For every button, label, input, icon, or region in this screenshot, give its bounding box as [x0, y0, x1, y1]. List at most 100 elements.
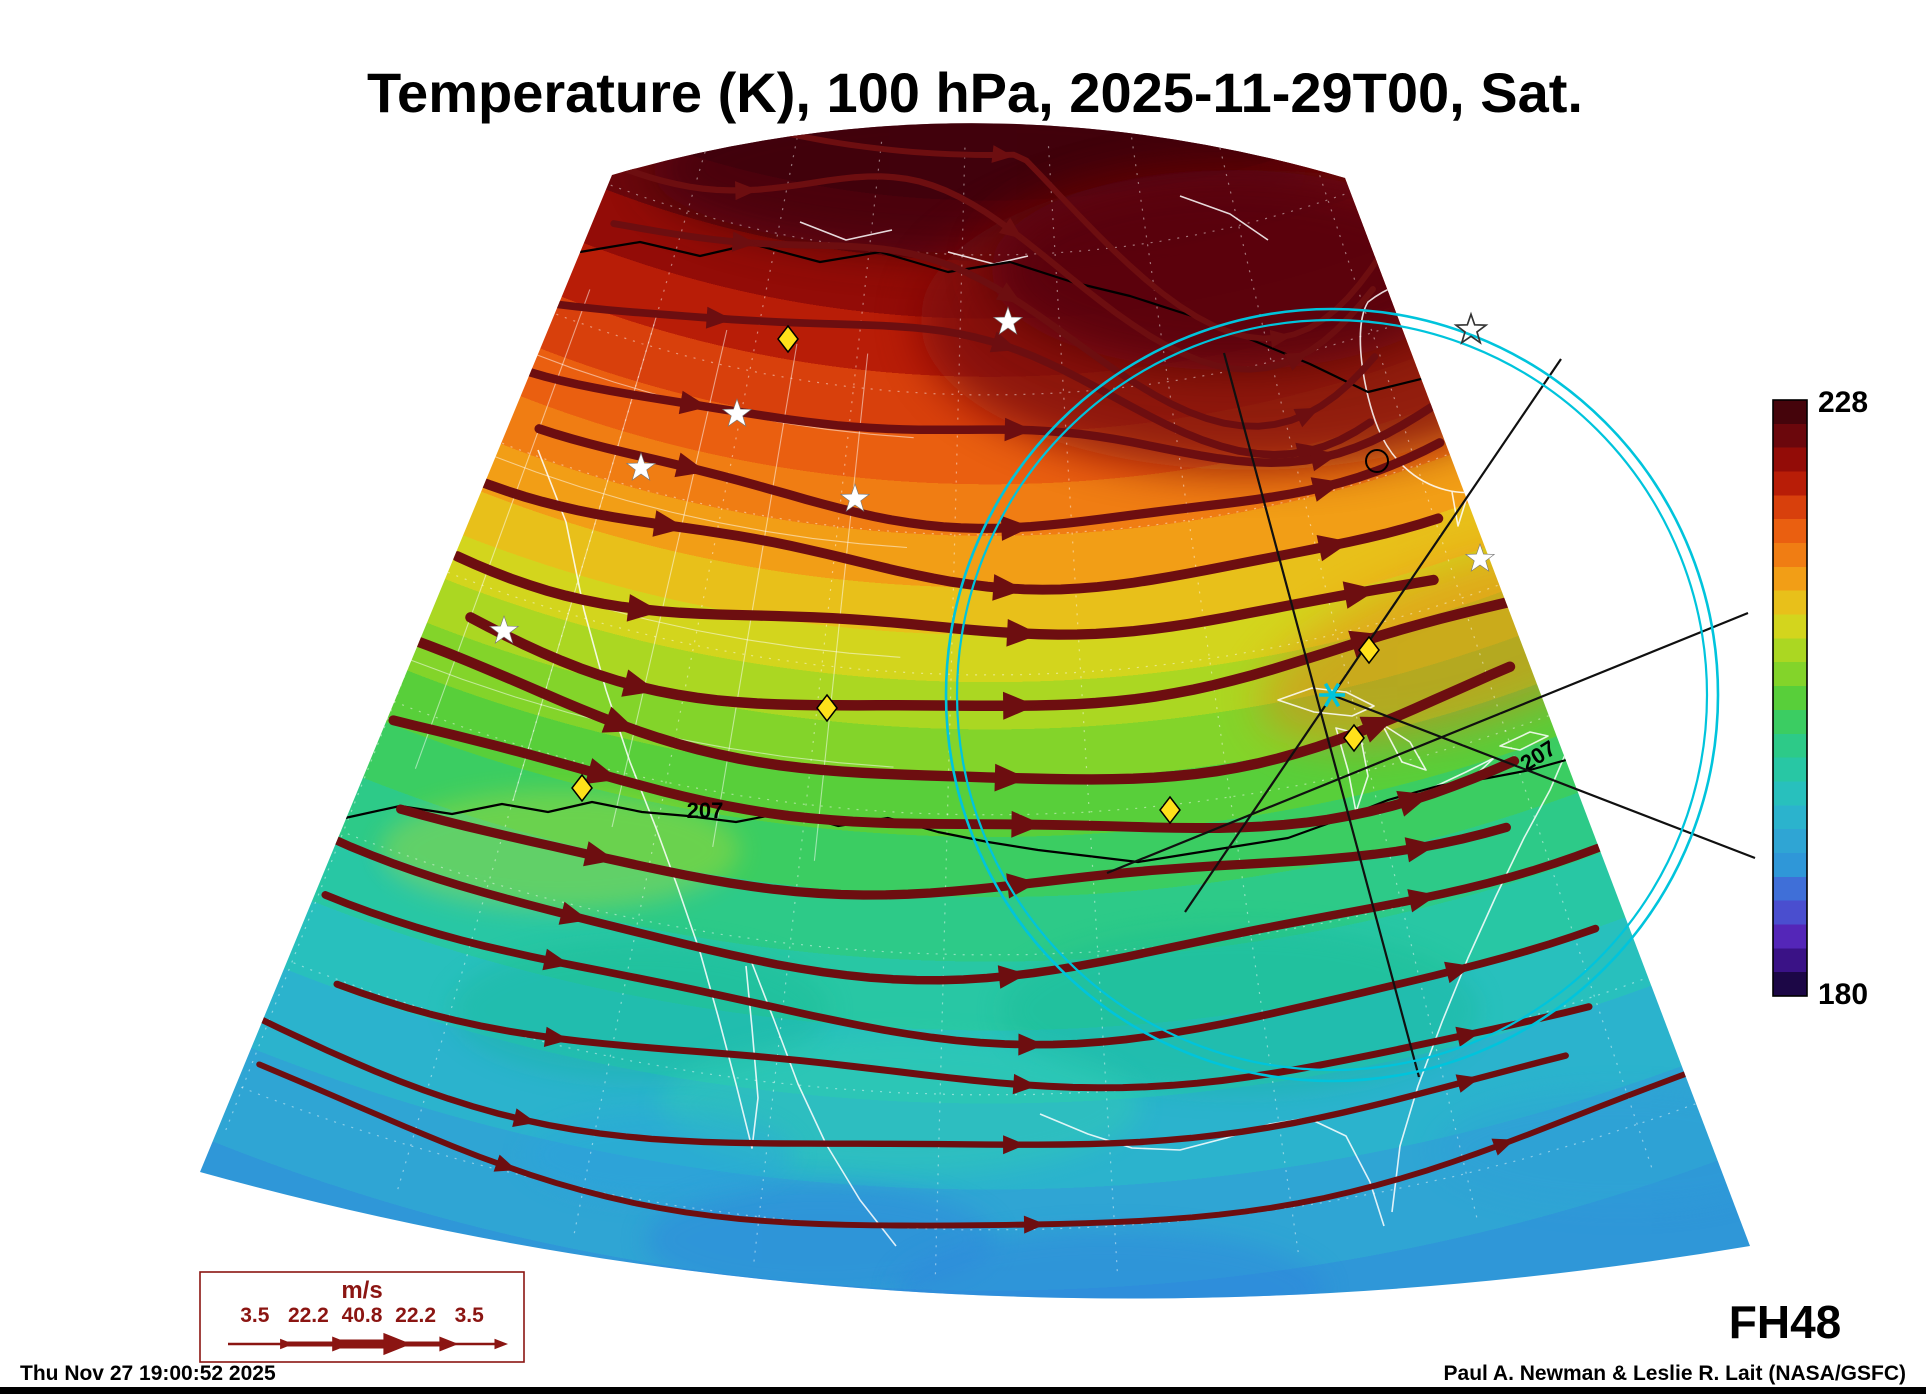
- streamline-arrowhead: [601, 706, 638, 733]
- streamline-arrowhead: [1455, 1026, 1482, 1047]
- wind-legend-arrowhead: [494, 1338, 508, 1350]
- yellow-diamond-marker: [777, 324, 799, 354]
- white-star-marker: [1464, 543, 1496, 572]
- colorbar-min-label: 180: [1818, 978, 1868, 1011]
- streamline: [451, 466, 1444, 595]
- wind-legend: m/s 3.5 22.2 40.8 22.2 3.5: [199, 1271, 525, 1363]
- wind-legend-value: 3.5: [455, 1304, 485, 1327]
- white-star-marker: [488, 615, 520, 644]
- streamline-arrowhead: [992, 574, 1025, 601]
- streamline-arrowhead: [1342, 581, 1378, 609]
- streamline-arrowhead: [1011, 810, 1044, 838]
- streamline-arrowhead: [1316, 535, 1351, 562]
- outline-circle-marker: [1365, 449, 1389, 473]
- streamline: [452, 551, 1439, 640]
- streamline: [321, 891, 1600, 1049]
- streamline-arrowhead: [674, 452, 707, 478]
- streamline-arrowhead: [1023, 1215, 1046, 1234]
- streamline-arrowhead: [1359, 716, 1396, 743]
- streamline-arrowhead: [731, 231, 757, 252]
- streamline-arrowhead: [735, 181, 758, 201]
- streamline-arrowhead: [583, 841, 616, 867]
- state-border-line: [491, 454, 908, 549]
- timestamp: Thu Nov 27 19:00:52 2025: [20, 1362, 276, 1385]
- credit: Paul A. Newman & Leslie R. Lait (NASA/GS…: [1444, 1362, 1906, 1385]
- st-lawrence-outline: [1547, 519, 1627, 601]
- ground-track-line: [1184, 358, 1562, 913]
- streamline: [384, 626, 1516, 785]
- bottom-rule: [0, 1387, 1926, 1394]
- streamline-arrowhead: [1404, 837, 1437, 863]
- streamline-arrowhead: [626, 594, 661, 622]
- streamline-arrowhead: [1003, 691, 1037, 720]
- wind-legend-value: 40.8: [342, 1304, 383, 1327]
- streamline-arrowhead: [1293, 407, 1320, 428]
- ground-track-line: [1222, 352, 1421, 1078]
- streamline: [333, 980, 1593, 1092]
- state-border-line: [414, 289, 591, 769]
- streamline-arrowhead: [678, 390, 709, 415]
- streamline-arrowhead: [1006, 619, 1040, 647]
- streamline-arrowhead: [1000, 515, 1032, 541]
- streamline-arrowhead: [652, 510, 686, 537]
- graticule-parallel: [577, 171, 1372, 256]
- streamline-arrowhead: [1269, 329, 1292, 348]
- range-ring-inner: [955, 318, 1709, 1072]
- streamline-arrowhead: [995, 282, 1022, 304]
- streamline-arrowhead: [512, 1108, 537, 1127]
- streamline-arrowhead: [1310, 477, 1343, 502]
- streamline-arrowhead: [705, 306, 733, 329]
- yellow-diamond-marker: [571, 773, 593, 803]
- streamline-arrowhead: [543, 1026, 570, 1047]
- contour-value-label: 207: [687, 798, 724, 823]
- outline-star-marker: [1453, 311, 1489, 345]
- streamline-arrowhead: [1407, 889, 1438, 913]
- wind-legend-value: 22.2: [395, 1304, 436, 1327]
- wind-legend-values: 3.5 22.2 40.8 22.2 3.5: [228, 1304, 508, 1356]
- graticule-parallel: [305, 816, 1623, 956]
- plot-title: Temperature (K), 100 hPa, 2025-11-29T00,…: [367, 61, 1583, 124]
- streamline-arrowhead: [558, 901, 589, 925]
- streamline-arrowhead: [1003, 1135, 1026, 1155]
- streamline-arrowhead: [994, 763, 1028, 792]
- wind-streamlines: [230, 123, 1703, 1234]
- contour-207: [344, 758, 1567, 864]
- streamline-arrowhead: [542, 948, 571, 971]
- graticule-parallel: [414, 558, 1523, 676]
- yellow-diamond-marker: [1159, 795, 1181, 825]
- streamline-arrowhead: [1396, 790, 1431, 817]
- streamline-arrowhead: [1455, 1074, 1480, 1093]
- graticule-parallel: [522, 300, 1423, 396]
- streamline-arrowhead: [991, 145, 1014, 163]
- range-ring-outer: [944, 307, 1720, 1083]
- streamline-arrowhead: [585, 758, 620, 784]
- streamline: [256, 1061, 1703, 1229]
- streamline-arrowhead: [493, 1154, 517, 1172]
- streamline-arrowhead: [998, 217, 1023, 239]
- wind-legend-units: m/s: [341, 1277, 382, 1304]
- graticule-parallel: [468, 429, 1473, 536]
- state-border-line: [813, 353, 869, 861]
- streamline-arrowhead: [1491, 1138, 1515, 1156]
- streamline-arrowhead: [621, 669, 657, 697]
- streamline-arrowhead: [1309, 448, 1339, 472]
- map-area: [200, 123, 1750, 1299]
- streamline-arrowhead: [1012, 1073, 1038, 1095]
- forecast-hour-label: FH48: [1729, 1296, 1841, 1348]
- white-star-marker: [992, 306, 1024, 335]
- colorbar: 228 180: [1772, 386, 1868, 1011]
- graticule-parallel: [200, 1070, 1722, 1231]
- state-border-line: [712, 343, 798, 848]
- ground-track-line: [1106, 611, 1749, 875]
- colorbar-gradient: [1772, 399, 1808, 997]
- great-lakes-outline: [1277, 687, 1549, 813]
- streamline-arrowhead: [997, 965, 1028, 989]
- yellow-diamond-marker: [816, 693, 838, 723]
- streamline: [304, 823, 1603, 985]
- wind-legend-value: 22.2: [288, 1304, 329, 1327]
- overlay-annotations: [488, 306, 1756, 1083]
- atlantic-coastline: [1391, 747, 1569, 1213]
- streamline: [396, 804, 1511, 900]
